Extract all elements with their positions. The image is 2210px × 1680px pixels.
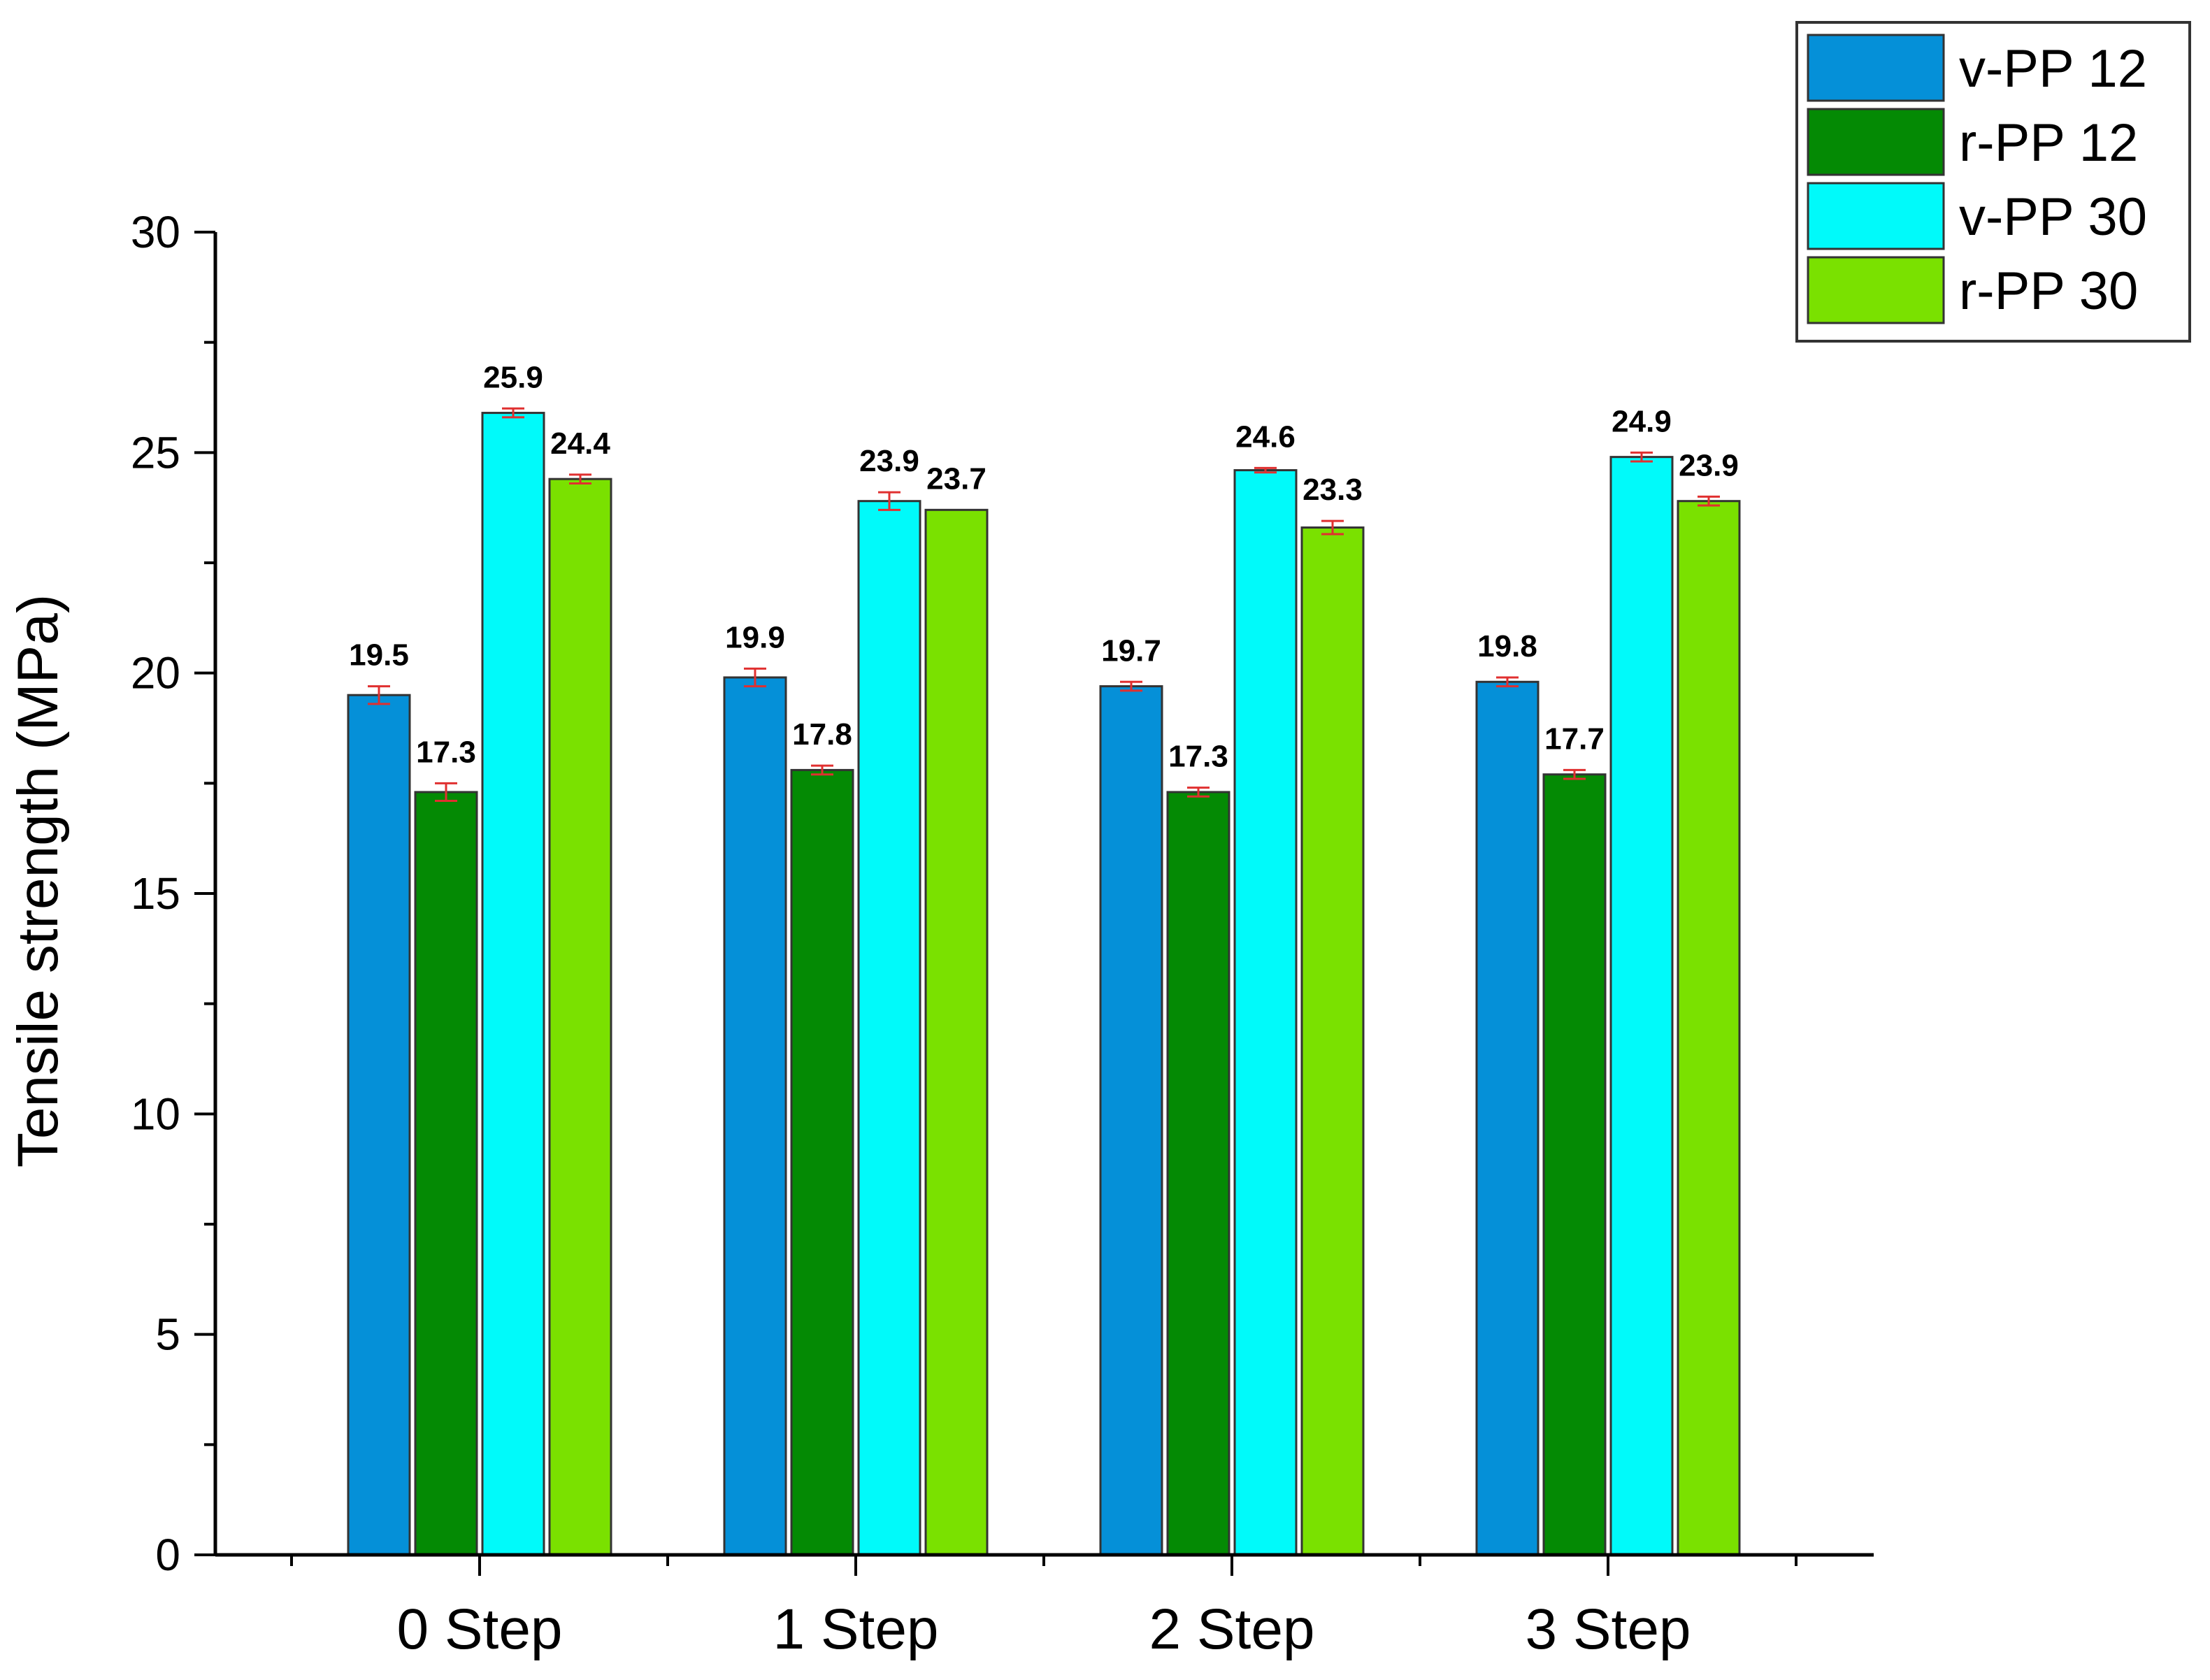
bar [347,694,411,1556]
data-label: 19.7 [1101,633,1161,668]
bar [1166,791,1230,1556]
x-category-label: 3 Step [1525,1598,1691,1661]
y-tick-label: 5 [155,1309,180,1360]
data-label: 23.7 [926,461,986,496]
bar [1677,500,1741,1556]
data-label: 19.9 [725,620,785,654]
bar [857,500,921,1556]
x-category-label: 2 Step [1149,1598,1314,1661]
legend-label: v-PP 12 [1959,39,2147,99]
legend-swatch [1807,182,1945,250]
data-label: 25.9 [483,360,543,394]
legend-swatch [1807,34,1945,102]
axes-layer: 0 5 10 15 20 25 30 0 Step 1 Step 2 Step 3 Step [131,207,1874,1661]
data-label: 17.7 [1544,721,1605,756]
bar [924,508,989,1556]
bar [1475,680,1540,1556]
bars-layer: 19.517.325.924.419.917.823.923.719.717.3… [347,360,1741,1556]
y-tick-label: 0 [155,1530,180,1580]
bar [1542,773,1607,1556]
y-tick-label: 20 [131,648,180,698]
y-tick-label: 10 [131,1089,180,1139]
data-label: 17.8 [792,717,852,752]
data-label: 23.9 [1679,448,1739,482]
data-label: 24.9 [1612,404,1672,438]
y-tick-label: 30 [131,207,180,257]
legend: v-PP 12 r-PP 12 v-PP 30 r-PP 30 [1795,21,2191,343]
x-category-label: 0 Step [396,1598,562,1661]
data-label: 19.5 [349,638,409,673]
legend-label: r-PP 30 [1959,261,2138,321]
legend-swatch [1807,256,1945,324]
bar [723,676,787,1556]
bar [790,768,854,1556]
data-label: 17.3 [416,735,476,769]
legend-swatch [1807,108,1945,176]
bar [414,791,478,1556]
bar [548,478,612,1556]
x-category-label: 1 Step [773,1598,938,1661]
data-label: 24.4 [550,426,610,461]
y-tick-label: 15 [131,868,180,919]
y-tick-label: 25 [131,427,180,478]
bar [481,412,545,1556]
data-label: 23.9 [859,444,919,478]
legend-label: r-PP 12 [1959,113,2138,173]
bar [1609,456,1674,1556]
bar [1233,469,1298,1556]
data-label: 19.8 [1477,629,1537,663]
bar [1099,685,1163,1556]
bar [1300,526,1365,1556]
data-label: 23.3 [1303,473,1363,507]
data-label: 17.3 [1168,740,1228,774]
legend-label: v-PP 30 [1959,187,2147,247]
y-axis-title: Tensile strength (MPa) [6,594,70,1168]
data-label: 24.6 [1235,419,1296,454]
